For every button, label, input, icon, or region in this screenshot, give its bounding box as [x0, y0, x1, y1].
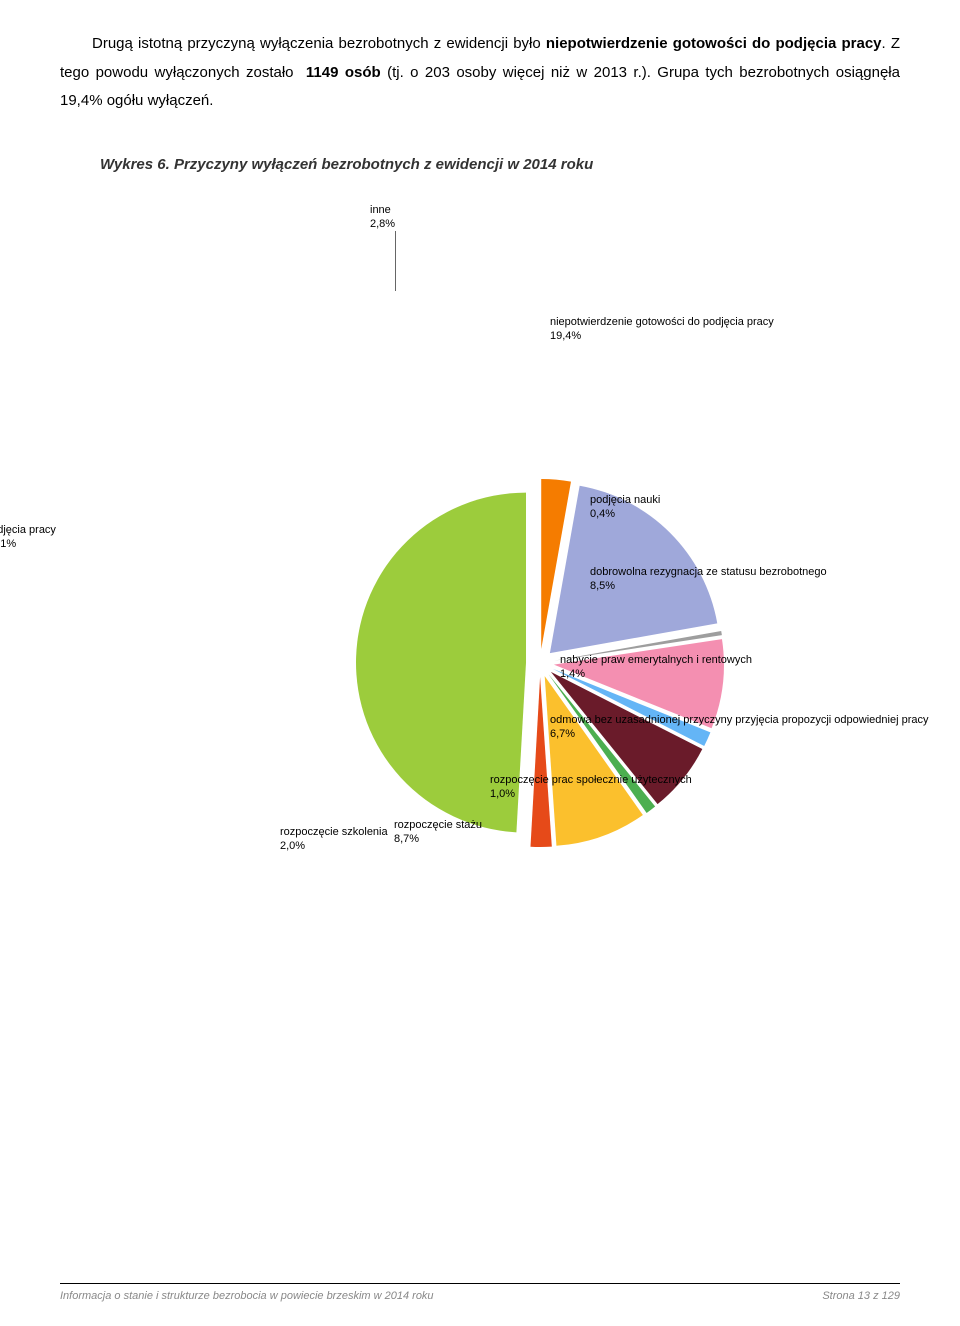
chart-label-text: podjęcia pracy [0, 524, 56, 536]
chart-label-pct: 1,0% [490, 787, 692, 801]
para-boldnum: 1149 osób [306, 64, 381, 81]
pie-chart: inne2,8% niepotwierdzenie gotowości do po… [60, 193, 900, 953]
chart-label: odmowa bez uzasadnionej przyczyny przyję… [550, 713, 928, 742]
chart-label-text: nabycie praw emerytalnych i rentowych [560, 654, 752, 666]
para-bold1: niepotwierdzenie gotowości do podjęcia p… [546, 35, 882, 52]
chart-label-pct: 2,8% [370, 217, 395, 231]
chart-label-text: niepotwierdzenie gotowości do podjęcia p… [550, 316, 774, 328]
chart-label-text: rozpoczęcie stażu [394, 819, 482, 831]
chart-label-pct: 8,7% [394, 832, 482, 846]
chart-label: podjęcia pracy49,1% [0, 523, 56, 552]
chart-label-text: rozpoczęcie prac społecznie użytecznych [490, 774, 692, 786]
chart-label: rozpoczęcie stażu8,7% [394, 818, 482, 847]
body-paragraph: Drugą istotną przyczyną wyłączenia bezro… [60, 30, 900, 116]
chart-title: Wykres 6. Przyczyny wyłączeń bezrobotnyc… [100, 156, 900, 173]
chart-label-text: podjęcia nauki [590, 494, 660, 506]
chart-label: dobrowolna rezygnacja ze statusu bezrobo… [590, 565, 827, 594]
para-t1: Drugą istotną przyczyną wyłączenia bezro… [92, 35, 546, 52]
chart-label-pct: 49,1% [0, 537, 56, 551]
chart-label-text: dobrowolna rezygnacja ze statusu bezrobo… [590, 566, 827, 578]
footer-right: Strona 13 z 129 [822, 1290, 900, 1302]
chart-label-pct: 0,4% [590, 507, 660, 521]
chart-label: rozpoczęcie szkolenia2,0% [280, 825, 388, 854]
chart-label: podjęcia nauki0,4% [590, 493, 660, 522]
leader-line [395, 231, 396, 291]
chart-label-pct: 2,0% [280, 839, 388, 853]
chart-label-text: inne [370, 204, 391, 216]
chart-label: nabycie praw emerytalnych i rentowych1,4… [560, 653, 752, 682]
chart-label: inne2,8% [370, 203, 395, 232]
footer-left: Informacja o stanie i strukturze bezrobo… [60, 1290, 434, 1302]
chart-label: niepotwierdzenie gotowości do podjęcia p… [550, 315, 774, 344]
chart-label-text: rozpoczęcie szkolenia [280, 826, 388, 838]
chart-label-text: odmowa bez uzasadnionej przyczyny przyję… [550, 714, 928, 726]
chart-label-pct: 19,4% [550, 329, 774, 343]
chart-label: rozpoczęcie prac społecznie użytecznych1… [490, 773, 692, 802]
chart-label-pct: 8,5% [590, 579, 827, 593]
chart-label-pct: 1,4% [560, 667, 752, 681]
page-footer: Informacja o stanie i strukturze bezrobo… [60, 1283, 900, 1302]
chart-label-pct: 6,7% [550, 727, 928, 741]
